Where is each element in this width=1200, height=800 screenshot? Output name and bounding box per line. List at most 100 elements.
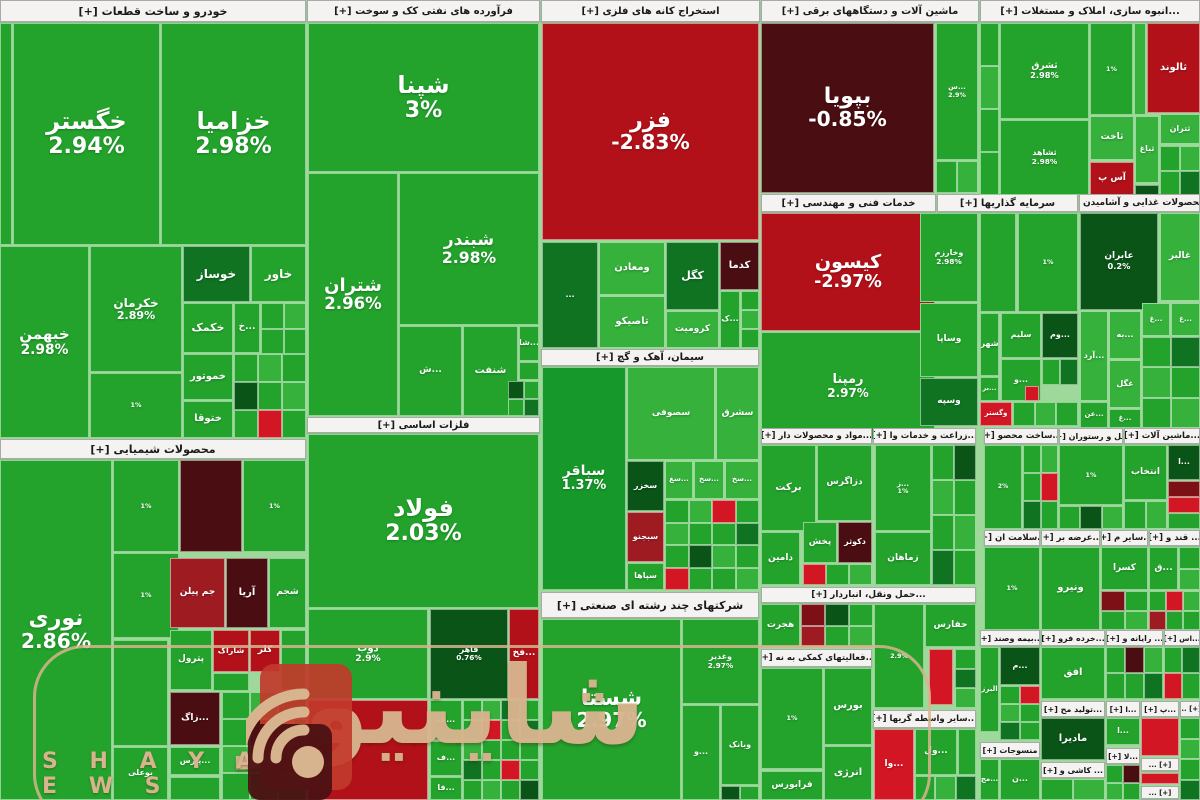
treemap-tile-small[interactable] xyxy=(523,398,539,416)
treemap-tile-small[interactable] xyxy=(520,720,539,740)
treemap-tile[interactable]: رمپنا 2.97% xyxy=(761,332,935,440)
treemap-tile[interactable]: ...ا xyxy=(1168,445,1200,480)
treemap-tile-small[interactable] xyxy=(1123,765,1140,783)
treemap-tile[interactable]: برکت xyxy=(761,445,816,531)
treemap-tile[interactable]: ...ف xyxy=(430,700,462,740)
treemap-tile-small[interactable] xyxy=(234,354,258,382)
treemap-tile[interactable]: ...غ xyxy=(1171,303,1200,336)
treemap-tile-small[interactable] xyxy=(1160,170,1180,195)
treemap-tile-small[interactable] xyxy=(463,740,482,760)
sector-header[interactable]: ...اس [+] xyxy=(1164,630,1200,646)
treemap-tile-small[interactable] xyxy=(1000,722,1020,740)
treemap-tile[interactable]: ...فخ xyxy=(509,609,539,699)
treemap-tile-small[interactable] xyxy=(523,381,539,399)
treemap-tile[interactable]: ...ش xyxy=(399,326,462,416)
treemap-tile-small[interactable] xyxy=(250,746,278,773)
treemap-tile-small[interactable] xyxy=(712,567,736,590)
treemap-tile-small[interactable] xyxy=(1180,759,1200,780)
treemap-tile-small[interactable] xyxy=(1168,481,1200,497)
treemap-tile-small[interactable] xyxy=(735,522,759,545)
treemap-tile[interactable]: ...سخ xyxy=(725,461,759,499)
treemap-tile[interactable]: ثباغ xyxy=(1135,116,1159,183)
treemap-tile-small[interactable] xyxy=(261,328,284,354)
treemap-tile-small[interactable] xyxy=(801,625,825,647)
treemap-tile[interactable]: سخزر xyxy=(627,461,664,511)
treemap-tile-small[interactable] xyxy=(665,545,689,568)
treemap-tile-small[interactable] xyxy=(258,410,282,438)
treemap-tile-small[interactable] xyxy=(1059,506,1081,529)
treemap-tile[interactable] xyxy=(958,729,976,775)
treemap-tile[interactable]: شستا 2.97% xyxy=(542,619,681,800)
treemap-tile-small[interactable] xyxy=(1040,473,1058,501)
treemap-tile-small[interactable] xyxy=(1106,782,1123,800)
treemap-tile[interactable]: 1% xyxy=(984,547,1040,630)
treemap-tile-small[interactable] xyxy=(955,668,976,689)
treemap-tile[interactable]: ...به xyxy=(1109,311,1141,359)
treemap-tile-small[interactable] xyxy=(278,719,306,746)
treemap-tile-small[interactable] xyxy=(501,780,520,800)
treemap-tile-small[interactable] xyxy=(1166,610,1183,630)
treemap-tile-small[interactable] xyxy=(688,522,712,545)
treemap-tile[interactable] xyxy=(113,640,168,746)
treemap-tile-small[interactable] xyxy=(980,109,999,152)
treemap-tile-small[interactable] xyxy=(1034,402,1057,426)
treemap-tile[interactable]: شاراک xyxy=(213,630,249,672)
treemap-tile-small[interactable] xyxy=(520,740,539,760)
treemap-tile-small[interactable] xyxy=(735,567,759,590)
sector-header[interactable]: خدمات فنی و مهندسی [+] xyxy=(761,194,936,212)
treemap-tile[interactable]: ...م xyxy=(1000,647,1040,685)
treemap-tile-small[interactable] xyxy=(955,688,976,708)
sector-header[interactable]: ...ماشین آلات [+] xyxy=(1124,428,1200,444)
treemap-tile-small[interactable] xyxy=(1106,647,1125,673)
treemap-tile-small[interactable] xyxy=(501,720,520,740)
treemap-tile-small[interactable] xyxy=(278,692,306,719)
treemap-tile[interactable] xyxy=(213,673,249,691)
treemap-tile-small[interactable] xyxy=(258,382,282,410)
treemap-tile[interactable]: انتخاب xyxy=(1124,445,1167,500)
sector-header[interactable]: ...ا [+] xyxy=(1106,701,1140,717)
treemap-tile-small[interactable] xyxy=(936,161,957,193)
treemap-tile-small[interactable] xyxy=(1013,402,1035,426)
treemap-tile[interactable]: جم پیلن xyxy=(170,558,225,628)
treemap-tile-small[interactable] xyxy=(825,604,849,626)
treemap-tile-small[interactable] xyxy=(1180,718,1200,739)
treemap-tile-small[interactable] xyxy=(1168,513,1200,529)
treemap-tile[interactable]: ...بر xyxy=(980,377,999,401)
treemap-tile[interactable]: شپنا 3% xyxy=(308,23,539,172)
treemap-tile[interactable]: ثاخت xyxy=(1090,116,1134,160)
treemap-tile[interactable]: سپاها xyxy=(627,563,664,590)
treemap-tile[interactable]: ...زاگ xyxy=(170,692,220,745)
treemap-tile-small[interactable] xyxy=(954,445,976,480)
treemap-tile-small[interactable] xyxy=(849,604,873,626)
treemap-tile-small[interactable] xyxy=(508,398,524,416)
treemap-tile-small[interactable] xyxy=(282,382,306,410)
treemap-tile[interactable]: دزاگرس xyxy=(817,445,872,521)
treemap-tile[interactable]: وسپه xyxy=(920,378,978,426)
treemap-tile[interactable]: خبهمن 2.98% xyxy=(0,246,89,438)
treemap-tile-small[interactable] xyxy=(1106,673,1125,699)
treemap-tile-small[interactable] xyxy=(1142,397,1171,428)
treemap-tile-small[interactable] xyxy=(1023,501,1041,529)
treemap-tile[interactable]: هجرت xyxy=(761,604,800,647)
treemap-tile-small[interactable] xyxy=(741,329,759,348)
sector-header[interactable]: فلزات اساسی [+] xyxy=(307,417,540,433)
treemap-tile-small[interactable] xyxy=(932,480,954,515)
treemap-tile[interactable] xyxy=(170,777,220,800)
treemap-tile-small[interactable] xyxy=(1171,367,1200,398)
sector-header[interactable]: ...لا [+] xyxy=(1106,748,1140,764)
treemap-tile-small[interactable] xyxy=(463,760,482,780)
treemap-tile-small[interactable] xyxy=(463,780,482,800)
treemap-tile[interactable]: خکرمان 2.89% xyxy=(90,246,182,372)
treemap-tile[interactable]: وبانک xyxy=(721,705,759,785)
sector-header[interactable]: ...ساخت محصو [+] xyxy=(984,428,1058,444)
treemap-tile[interactable]: 2.9% xyxy=(874,604,924,708)
treemap-tile-small[interactable] xyxy=(1149,610,1166,630)
treemap-tile[interactable]: ...و xyxy=(682,705,720,800)
sector-header[interactable]: ...فعالیتهای کمکی به نه [+] xyxy=(761,649,872,667)
treemap-tile-small[interactable] xyxy=(463,720,482,740)
sector-header[interactable]: ...مواد و محصولات دار [+] xyxy=(761,428,872,444)
sector-header[interactable]: ...پ [+] xyxy=(1141,701,1179,717)
sector-header[interactable]: ...انبوه سازی، املاک و مستغلات [+] xyxy=(980,0,1200,22)
treemap-tile[interactable]: ...عن xyxy=(1080,402,1108,428)
treemap-tile-small[interactable] xyxy=(1056,402,1078,426)
